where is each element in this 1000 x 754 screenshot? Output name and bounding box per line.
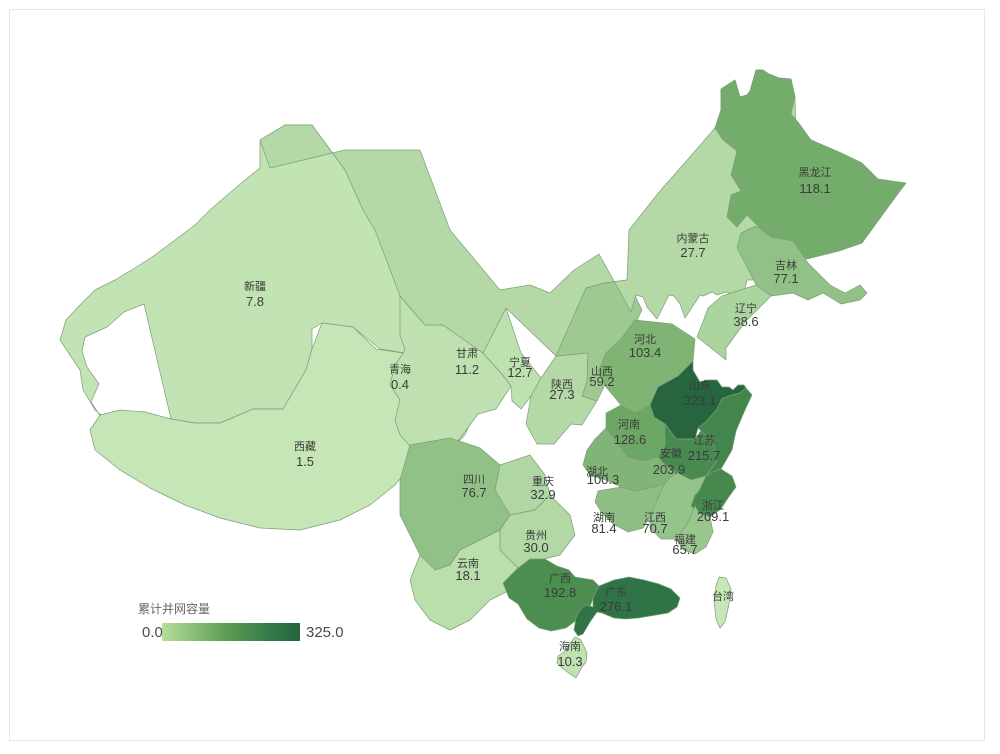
svg-text:内蒙古: 内蒙古 bbox=[677, 231, 710, 245]
svg-text:32.9: 32.9 bbox=[530, 487, 555, 502]
svg-text:重庆: 重庆 bbox=[532, 474, 554, 488]
svg-text:12.7: 12.7 bbox=[507, 365, 532, 380]
svg-text:118.1: 118.1 bbox=[799, 181, 831, 196]
svg-text:10.3: 10.3 bbox=[557, 654, 582, 669]
svg-text:18.1: 18.1 bbox=[455, 568, 480, 583]
svg-text:76.7: 76.7 bbox=[461, 485, 486, 500]
svg-text:吉林: 吉林 bbox=[775, 258, 797, 272]
svg-text:100.3: 100.3 bbox=[587, 472, 620, 487]
svg-text:0.0: 0.0 bbox=[142, 624, 163, 641]
svg-text:甘肃: 甘肃 bbox=[456, 347, 478, 360]
svg-text:0.4: 0.4 bbox=[391, 377, 409, 392]
svg-text:81.4: 81.4 bbox=[591, 521, 616, 536]
svg-text:38.6: 38.6 bbox=[733, 314, 758, 329]
svg-text:27.3: 27.3 bbox=[549, 387, 574, 402]
svg-text:192.8: 192.8 bbox=[544, 585, 577, 600]
svg-text:215.7: 215.7 bbox=[688, 448, 721, 463]
svg-text:青海: 青海 bbox=[389, 362, 411, 376]
svg-text:台湾: 台湾 bbox=[712, 589, 734, 603]
svg-text:209.1: 209.1 bbox=[697, 509, 730, 524]
svg-text:新疆: 新疆 bbox=[244, 279, 266, 293]
svg-text:江苏: 江苏 bbox=[693, 434, 715, 447]
svg-text:77.1: 77.1 bbox=[773, 271, 798, 286]
svg-text:西藏: 西藏 bbox=[294, 440, 316, 453]
svg-text:广东: 广东 bbox=[605, 586, 627, 599]
svg-text:黑龙江: 黑龙江 bbox=[799, 166, 832, 179]
svg-text:海南: 海南 bbox=[559, 639, 581, 653]
svg-text:安徽: 安徽 bbox=[660, 446, 682, 460]
svg-text:河南: 河南 bbox=[618, 418, 640, 431]
svg-text:128.6: 128.6 bbox=[614, 432, 647, 447]
svg-text:辽宁: 辽宁 bbox=[735, 301, 757, 315]
svg-text:325.0: 325.0 bbox=[306, 624, 344, 641]
svg-text:65.7: 65.7 bbox=[672, 542, 697, 557]
svg-text:11.2: 11.2 bbox=[455, 362, 479, 377]
svg-text:103.4: 103.4 bbox=[629, 345, 662, 360]
svg-text:323.1: 323.1 bbox=[684, 393, 717, 408]
svg-text:70.7: 70.7 bbox=[642, 521, 667, 536]
svg-text:1.5: 1.5 bbox=[296, 454, 314, 469]
svg-text:广西: 广西 bbox=[549, 572, 571, 585]
svg-text:30.0: 30.0 bbox=[523, 540, 548, 555]
svg-text:27.7: 27.7 bbox=[680, 245, 705, 260]
svg-text:59.2: 59.2 bbox=[589, 374, 614, 389]
svg-text:203.9: 203.9 bbox=[653, 462, 686, 477]
svg-text:山东: 山东 bbox=[689, 379, 711, 392]
svg-text:7.8: 7.8 bbox=[246, 294, 264, 309]
svg-text:276.1: 276.1 bbox=[600, 599, 633, 614]
svg-text:累计并网容量: 累计并网容量 bbox=[138, 601, 210, 616]
